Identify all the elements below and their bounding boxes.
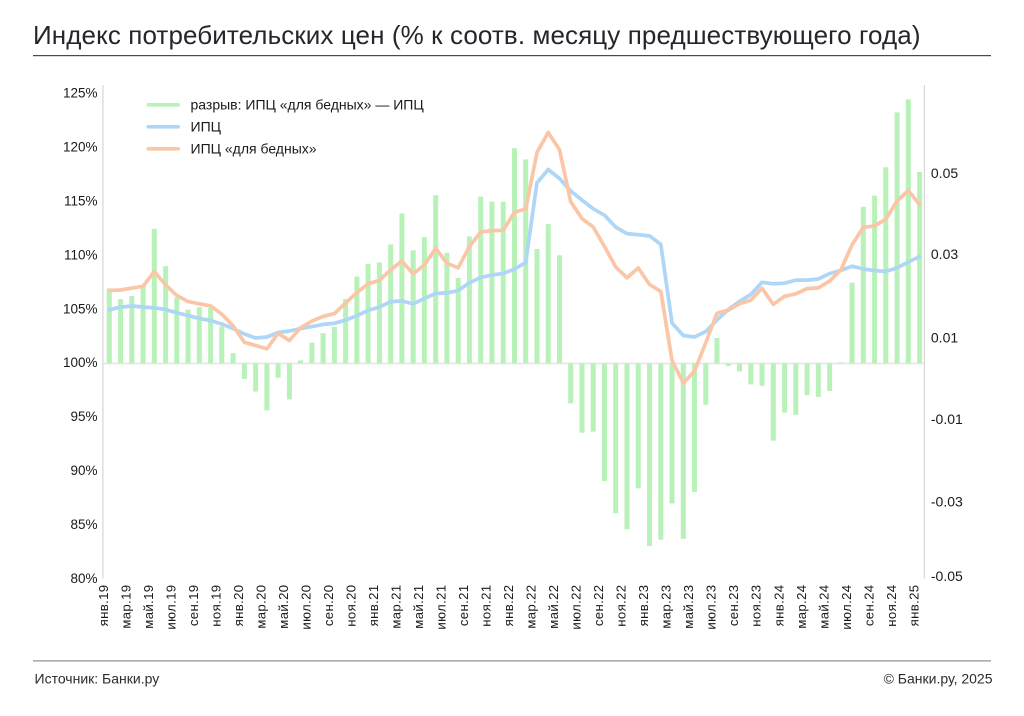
svg-text:105%: 105% [63,301,98,316]
svg-text:июл.22: июл.22 [569,585,584,630]
svg-text:125%: 125% [63,86,98,101]
svg-text:-0.05: -0.05 [931,568,963,584]
svg-text:сен.19: сен.19 [186,585,201,627]
svg-text:май.19: май.19 [141,585,156,629]
svg-text:-0.01: -0.01 [931,411,963,427]
svg-text:май.21: май.21 [411,585,426,629]
svg-text:0.03: 0.03 [931,246,958,262]
svg-text:ноя.22: ноя.22 [614,585,629,627]
svg-text:мар.21: мар.21 [389,585,404,629]
svg-text:разрыв: ИПЦ «для бедных» — ИПЦ: разрыв: ИПЦ «для бедных» — ИПЦ [191,97,425,113]
svg-text:© Банки.ру, 2025: © Банки.ру, 2025 [884,670,993,686]
svg-text:ноя.23: ноя.23 [749,585,764,627]
svg-text:ноя.19: ноя.19 [209,585,224,627]
svg-text:ноя.24: ноя.24 [884,585,899,627]
svg-text:сен.22: сен.22 [591,585,606,627]
svg-text:сен.24: сен.24 [861,585,876,627]
svg-text:ИПЦ «для бедных»: ИПЦ «для бедных» [191,141,317,157]
svg-text:июл.21: июл.21 [434,585,449,630]
svg-text:янв.25: янв.25 [906,585,921,627]
svg-text:мар.24: мар.24 [794,585,809,629]
svg-text:янв.23: янв.23 [636,585,651,627]
svg-text:июл.24: июл.24 [839,585,854,630]
svg-text:115%: 115% [64,193,98,208]
svg-text:110%: 110% [64,247,98,262]
svg-text:май.24: май.24 [816,585,831,629]
svg-text:95%: 95% [70,409,97,424]
svg-text:85%: 85% [70,517,97,532]
svg-text:90%: 90% [70,463,97,478]
svg-text:ноя.21: ноя.21 [479,585,494,627]
svg-text:мар.23: мар.23 [659,585,674,629]
svg-text:мар.22: мар.22 [524,585,539,629]
svg-text:-0.03: -0.03 [931,494,963,510]
svg-text:мар.19: мар.19 [119,585,134,629]
svg-text:май.20: май.20 [276,585,291,629]
svg-text:янв.22: янв.22 [501,585,516,627]
svg-text:0.01: 0.01 [931,329,958,345]
svg-text:0.05: 0.05 [931,165,958,181]
svg-text:ноя.20: ноя.20 [344,585,359,627]
svg-text:ИПЦ: ИПЦ [191,119,222,135]
svg-text:мар.20: мар.20 [254,585,269,629]
svg-text:80%: 80% [70,571,97,586]
svg-text:май.22: май.22 [546,585,561,629]
svg-text:Источник: Банки.ру: Источник: Банки.ру [35,670,160,686]
svg-text:янв.21: янв.21 [366,585,381,627]
svg-text:июл.20: июл.20 [299,585,314,630]
svg-text:Индекс потребительских цен (%: Индекс потребительских цен (% к соотв. м… [33,20,921,50]
svg-text:100%: 100% [63,355,98,370]
svg-text:сен.20: сен.20 [321,585,336,627]
svg-text:янв.24: янв.24 [771,585,786,627]
svg-text:янв.19: янв.19 [96,585,111,627]
svg-text:сен.21: сен.21 [456,585,471,627]
svg-text:июл.23: июл.23 [704,585,719,630]
svg-text:120%: 120% [63,139,98,154]
svg-text:янв.20: янв.20 [231,585,246,627]
svg-text:сен.23: сен.23 [726,585,741,627]
svg-text:июл.19: июл.19 [164,585,179,630]
svg-text:май.23: май.23 [681,585,696,629]
